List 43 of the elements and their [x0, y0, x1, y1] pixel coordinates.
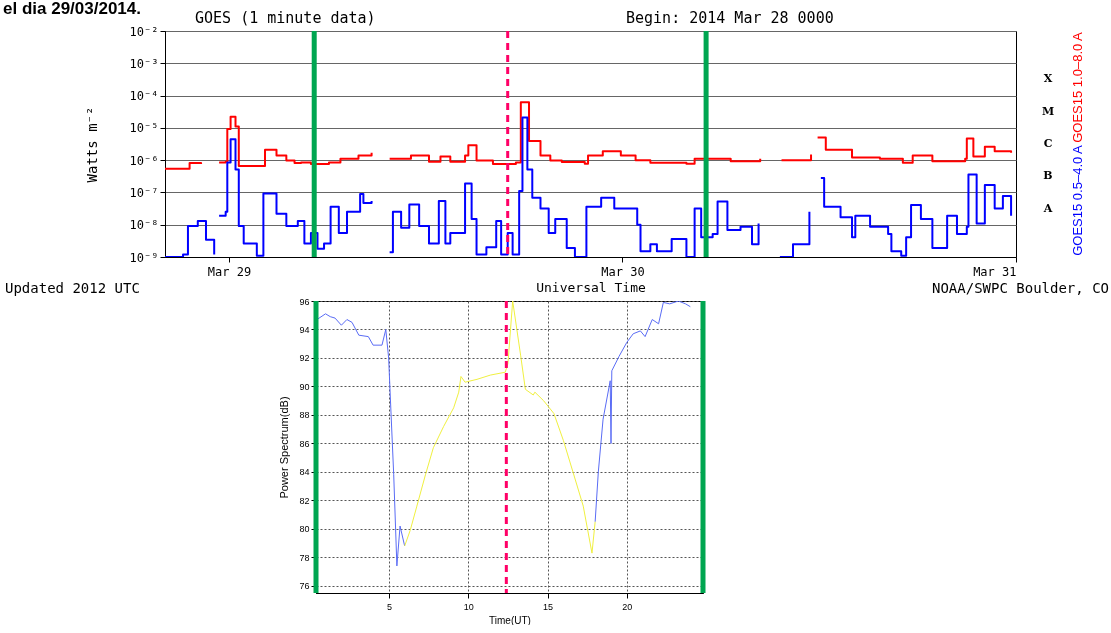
y-tick-label: 96 [299, 296, 310, 307]
y-tick-label: 10⁻⁸ [129, 218, 159, 233]
y-tick-label: 80 [299, 524, 310, 535]
text: M [1041, 104, 1055, 118]
y-tick-label: 10⁻³ [129, 56, 159, 71]
text: C [1043, 137, 1053, 150]
y-axis-title: Power Spectrum(dB) [278, 396, 291, 499]
y-tick-label: 10⁻² [129, 24, 159, 39]
chart-subtitle: Begin: 2014 Mar 28 0000 [626, 9, 834, 27]
text: GOES15 0.5–4.0 A [1070, 144, 1085, 256]
y-tick-label: 10⁻⁶ [129, 153, 159, 168]
text: B [1043, 169, 1053, 183]
x-tick-label: 10 [463, 601, 474, 612]
y-tick-label: 92 [299, 353, 310, 364]
y-tick-label: 78 [299, 552, 310, 563]
text: Updated 2012 UTC [5, 280, 140, 296]
x-tick-label: Mar 29 [207, 264, 252, 279]
y-tick-label: 76 [299, 581, 310, 592]
y-tick-label: 86 [299, 438, 310, 449]
x-tick-label: 20 [622, 601, 633, 612]
x-axis-title: Universal Time [536, 279, 646, 295]
x-axis-title: Time(UT) [489, 614, 531, 626]
y-tick-label: 88 [299, 410, 310, 421]
y-tick-label: 10⁻⁹ [129, 250, 159, 265]
text: X [1043, 72, 1053, 86]
text: A [1042, 201, 1053, 215]
text: el dia 29/03/2014. [3, 0, 141, 18]
text: GOES15 1.0–8.0 A [1070, 31, 1085, 143]
x-tick-label: Mar 30 [601, 264, 645, 279]
y-tick-label: 84 [299, 467, 310, 478]
line-series [404, 301, 596, 554]
text: NOAA/SWPC Boulder, CO [931, 280, 1109, 296]
chart-title: GOES (1 minute data) [195, 9, 376, 27]
y-tick-label: 10⁻⁴ [129, 89, 159, 104]
y-tick-label: 94 [299, 324, 310, 335]
y-tick-label: 10⁻⁵ [129, 121, 159, 136]
y-tick-label: 82 [299, 495, 310, 506]
x-tick-label: 5 [386, 601, 392, 612]
x-tick-label: 15 [543, 601, 554, 612]
y-tick-label: 90 [299, 381, 310, 392]
y-tick-label: 10⁻⁷ [129, 185, 159, 200]
y-axis-title: Watts m⁻² [83, 106, 100, 183]
x-tick-label: Mar 31 [973, 264, 1017, 279]
